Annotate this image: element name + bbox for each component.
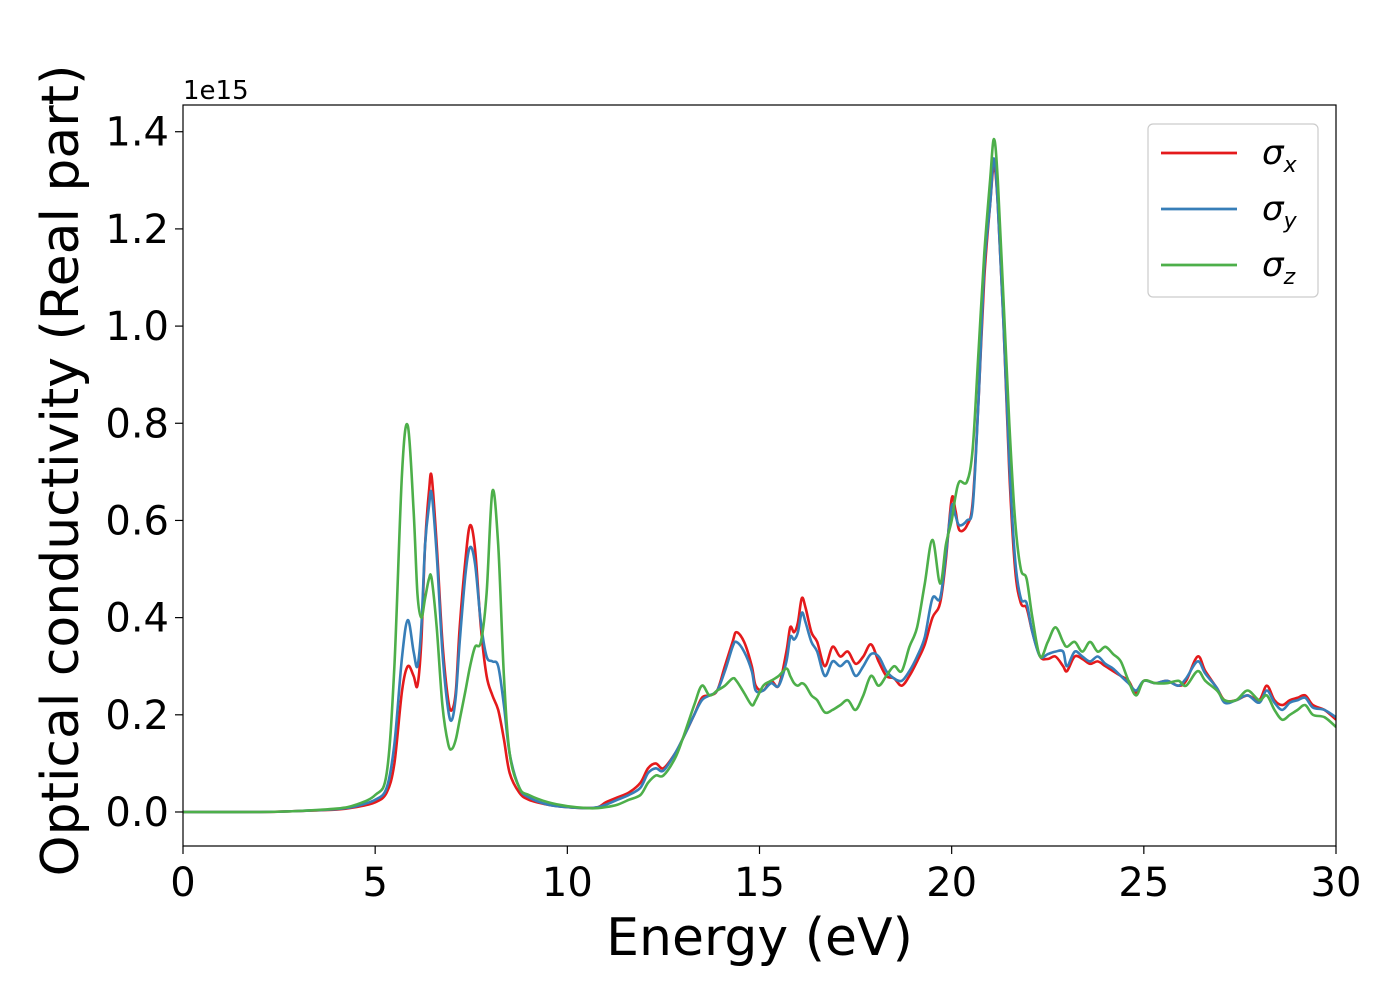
y-tick-label: 0.8: [105, 401, 169, 447]
x-tick-label: 0: [170, 860, 195, 906]
x-tick-label: 30: [1311, 860, 1362, 906]
x-tick-label: 25: [1118, 860, 1169, 906]
ticks-layer: 0 5 10 15 20 25 30 0.0 0.2 0.4 0.6 0.8 1.0 1.2 1.4: [105, 110, 1361, 906]
y-tick-label: 0.0: [105, 790, 169, 836]
legend-box: [1147, 123, 1319, 298]
x-tick-label: 5: [362, 860, 387, 906]
series-line-y: [183, 157, 1336, 814]
x-tick-label: 20: [926, 860, 977, 906]
y-tick-label: 0.2: [105, 693, 169, 739]
x-axis-label: Energy (eV): [606, 908, 913, 968]
y-tick-label: 1.4: [105, 110, 169, 156]
x-tick-label: 10: [542, 860, 593, 906]
series-layer: [183, 137, 1336, 814]
series-line-z: [183, 137, 1336, 814]
x-tick-label: 15: [734, 860, 785, 906]
y-tick-label: 1.2: [105, 207, 169, 253]
y-tick-label: 0.4: [105, 596, 169, 642]
y-axis-label: Optical conductivity (Real part): [31, 65, 91, 877]
y-offset-label: 1e15: [183, 76, 249, 106]
y-tick-label: 1.0: [105, 304, 169, 350]
y-tick-label: 0.6: [105, 498, 169, 544]
